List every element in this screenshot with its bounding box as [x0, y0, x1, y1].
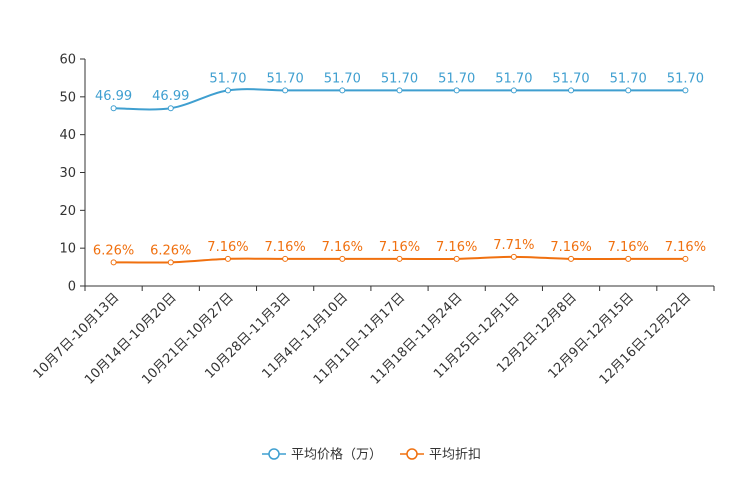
- series-2-data-label: 7.16%: [322, 240, 363, 255]
- legend-item-1[interactable]: 平均价格（万）: [262, 447, 382, 463]
- series-1-point[interactable]: [510, 87, 517, 94]
- series-1-point[interactable]: [339, 87, 346, 94]
- series-1-point[interactable]: [110, 105, 117, 112]
- y-tick-label: 60: [59, 53, 76, 68]
- series-2-point[interactable]: [224, 255, 231, 262]
- series-1-data-label: 46.99: [95, 89, 132, 104]
- legend-label: 平均折扣: [429, 448, 481, 463]
- legend-label: 平均价格（万）: [291, 447, 382, 463]
- series-1-data-label: 51.70: [381, 71, 418, 86]
- series-2-point[interactable]: [682, 255, 689, 262]
- series-1-point[interactable]: [282, 87, 289, 94]
- series-2-point[interactable]: [396, 255, 403, 262]
- series-2-data-label: 6.26%: [150, 243, 191, 258]
- y-tick-label: 0: [68, 280, 76, 295]
- series-layer: [110, 87, 689, 266]
- legend-circle-icon: [268, 448, 280, 460]
- series-1-point[interactable]: [396, 87, 403, 94]
- series-2-data-label: 7.71%: [493, 238, 534, 253]
- series-1-point[interactable]: [682, 87, 689, 94]
- series-2-data-label: 7.16%: [550, 240, 591, 255]
- series-1-data-label: 51.70: [667, 71, 704, 86]
- series-2-point[interactable]: [568, 255, 575, 262]
- series-1-point[interactable]: [167, 105, 174, 112]
- series-1-data-label: 46.99: [152, 89, 189, 104]
- y-tick-label: 30: [59, 166, 76, 181]
- series-2-data-label: 7.16%: [379, 240, 420, 255]
- series-1-point[interactable]: [625, 87, 632, 94]
- series-2-point[interactable]: [282, 255, 289, 262]
- series-2-point[interactable]: [339, 255, 346, 262]
- series-2-data-label: 7.16%: [608, 240, 649, 255]
- series-1-data-label: 51.70: [610, 71, 647, 86]
- series-1-data-label: 51.70: [267, 71, 304, 86]
- y-tick-label: 20: [59, 204, 76, 219]
- series-2-data-label: 7.16%: [264, 240, 305, 255]
- data-labels: 46.99 46.99 51.70 51.70 51.70 51.70 51.70 51.70…: [93, 71, 706, 258]
- series-1-data-label: 51.70: [552, 71, 589, 86]
- series-2-point[interactable]: [167, 259, 174, 266]
- series-1-data-label: 51.70: [438, 71, 475, 86]
- series-2-data-label: 7.16%: [665, 240, 706, 255]
- series-1-data-label: 51.70: [324, 71, 361, 86]
- series-1-data-label: 51.70: [209, 71, 246, 86]
- series-2-point[interactable]: [510, 253, 517, 260]
- series-2-point[interactable]: [453, 255, 460, 262]
- legend-item-2[interactable]: 平均折扣: [400, 448, 481, 463]
- y-tick-label: 10: [59, 242, 76, 257]
- legend-circle-icon: [406, 448, 418, 460]
- series-1-data-label: 51.70: [495, 71, 532, 86]
- series-2-data-label: 7.16%: [436, 240, 477, 255]
- series-1-point[interactable]: [453, 87, 460, 94]
- series-1-point[interactable]: [224, 87, 231, 94]
- series-2-point[interactable]: [110, 259, 117, 266]
- legend[interactable]: 平均价格（万） 平均折扣: [262, 447, 481, 463]
- y-tick-label: 50: [59, 90, 76, 105]
- series-2-data-label: 6.26%: [93, 243, 134, 258]
- series-1-point[interactable]: [568, 87, 575, 94]
- y-tick-label: 40: [59, 128, 76, 143]
- series-2-data-label: 7.16%: [207, 240, 248, 255]
- series-2-point[interactable]: [625, 255, 632, 262]
- axes: 010203040506010月7日-10月13日10月14日-10月20日10…: [31, 53, 715, 388]
